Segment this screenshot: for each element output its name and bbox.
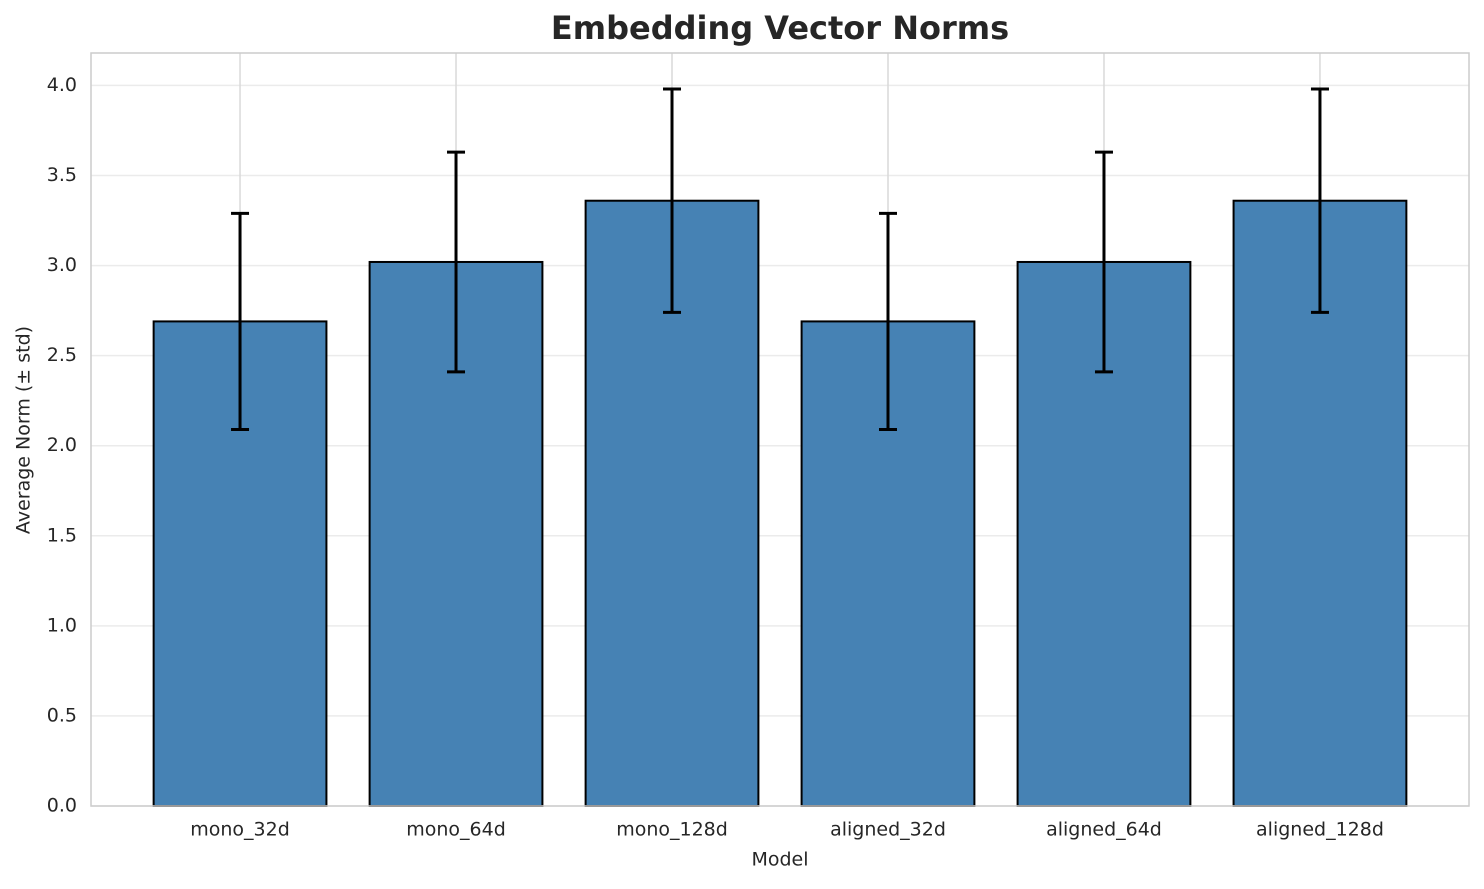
y-tick-label: 0.5: [47, 704, 77, 726]
y-tick-label: 2.0: [47, 434, 77, 456]
error-bar: [663, 87, 682, 314]
error-bar: [447, 150, 466, 374]
x-tick-label: aligned_64d: [1046, 819, 1162, 841]
x-tick-label: aligned_32d: [830, 819, 946, 841]
chart-title: Embedding Vector Norms: [551, 9, 1009, 47]
error-bar: [1094, 150, 1113, 374]
plot-frame: [90, 52, 1470, 807]
y-tick-label: 3.0: [47, 254, 77, 276]
y-tick-label: 4.0: [47, 74, 77, 96]
x-axis-label: Model: [751, 849, 808, 871]
x-tick-label: mono_32d: [190, 819, 290, 841]
error-bar: [878, 211, 897, 431]
y-tick-label: 2.5: [47, 344, 77, 366]
x-tick-label: aligned_128d: [1256, 819, 1384, 841]
y-tick-label: 0.0: [47, 795, 77, 817]
y-tick-label: 1.5: [47, 524, 77, 546]
error-bar: [1310, 87, 1329, 314]
y-tick-label: 3.5: [47, 164, 77, 186]
y-axis-label: Average Norm (± std): [13, 326, 35, 534]
x-tick-label: mono_64d: [406, 819, 506, 841]
error-bar: [231, 211, 250, 431]
y-tick-label: 1.0: [47, 614, 77, 636]
x-tick-label: mono_128d: [616, 819, 728, 841]
